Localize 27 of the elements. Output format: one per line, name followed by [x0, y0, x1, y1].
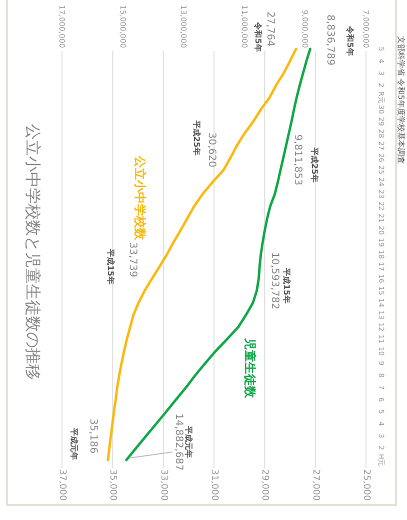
value-label: 33,739 [127, 242, 138, 278]
title: 公立小中学校数と児童生徒数の推移 [24, 124, 42, 380]
annotation: 平成15年 [106, 249, 116, 284]
tick-main: 37,000 [57, 469, 67, 501]
value-label: 14,882,687 [172, 413, 184, 471]
series-name: 公立小中学校数 [133, 156, 147, 240]
tick-main: 33,000 [158, 469, 168, 501]
annotation: 令和5年 [346, 26, 355, 56]
tick-main: 25,000 [361, 469, 371, 501]
annotation: 文部科学省 令和5年度学校基本調査 [396, 36, 406, 164]
annotation: 平成元年 [69, 428, 78, 460]
value-label: 9,811,853 [292, 134, 304, 186]
tick-main: 31,000 [209, 469, 219, 501]
tick-main: 35,000 [108, 469, 118, 501]
annotation: 平成元年 [184, 426, 193, 458]
series-name: 児童生徒数 [243, 338, 257, 398]
value-label: 27,764 [264, 12, 276, 46]
tick-main: 27,000 [310, 469, 320, 501]
value-label: 30,620 [206, 132, 218, 168]
annotation: 平成25年 [192, 120, 202, 156]
value-label: 35,186 [87, 418, 98, 454]
annotation: 平成15年 [282, 268, 292, 304]
annotation: 令和5年 [253, 22, 262, 52]
value-label: 10,593,782 [269, 252, 280, 310]
value-label: 8,836,789 [324, 14, 336, 66]
tick-main: 29,000 [260, 469, 270, 501]
annotation: 平成25年 [310, 147, 320, 182]
